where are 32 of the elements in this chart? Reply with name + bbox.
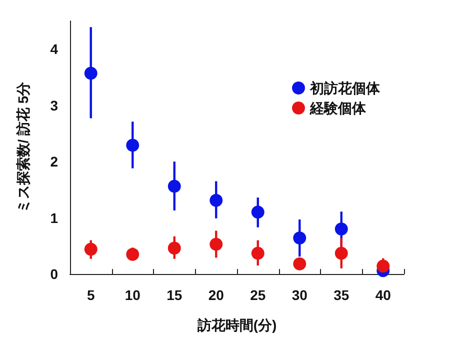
x-tick-label: 15 bbox=[166, 287, 182, 303]
y-tick-label: 3 bbox=[50, 97, 58, 114]
point bbox=[168, 180, 181, 193]
x-tick-label: 25 bbox=[250, 287, 266, 303]
y-tick-label: 2 bbox=[50, 154, 58, 170]
point bbox=[210, 238, 223, 251]
point bbox=[293, 257, 306, 270]
point bbox=[334, 246, 348, 260]
x-axis-title: 訪花時間(分) bbox=[196, 317, 277, 333]
point bbox=[84, 66, 98, 80]
point bbox=[251, 246, 264, 260]
point bbox=[126, 248, 140, 261]
y-tick-label: 0 bbox=[50, 266, 58, 282]
point bbox=[334, 222, 348, 236]
y-tick-label: 4 bbox=[50, 41, 58, 58]
point bbox=[126, 138, 140, 152]
legend-label: 初訪花個体 bbox=[309, 80, 381, 96]
x-tick-label: 5 bbox=[86, 287, 95, 303]
point bbox=[251, 206, 264, 219]
point bbox=[293, 232, 306, 245]
point bbox=[376, 260, 390, 273]
point bbox=[210, 194, 223, 207]
x-tick-label: 10 bbox=[124, 287, 141, 303]
y-tick-label: 1 bbox=[50, 210, 58, 226]
x-tick-label: 30 bbox=[292, 287, 308, 303]
point bbox=[84, 242, 98, 256]
legend-label: 経験個体 bbox=[309, 100, 367, 116]
x-tick-label: 35 bbox=[334, 287, 350, 303]
point bbox=[168, 242, 181, 255]
x-tick-label: 20 bbox=[208, 287, 224, 303]
x-tick-label: 40 bbox=[375, 287, 392, 303]
y-axis-title: ミス探索数/ 訪花 5分 bbox=[15, 80, 31, 214]
